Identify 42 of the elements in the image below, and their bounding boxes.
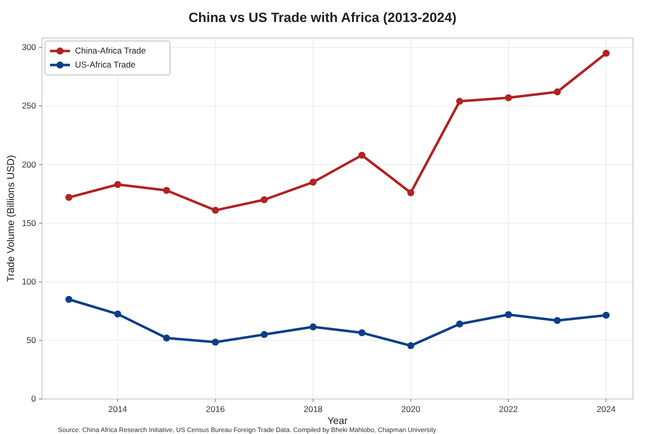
point: [310, 323, 317, 330]
x-tick-label: 2022: [498, 404, 518, 414]
y-tick-label: 200: [22, 159, 36, 170]
x-tick-label: 2014: [108, 404, 128, 414]
point: [358, 152, 366, 159]
point: [212, 206, 219, 214]
point: [456, 98, 464, 105]
point: [114, 181, 122, 188]
point: [504, 311, 512, 318]
legend-label: China-Africa Trade: [75, 46, 146, 56]
x-tick-label: 2020: [401, 404, 420, 414]
legend-label: US-Africa Trade: [75, 60, 136, 70]
y-axis-title: Trade Volume (Billions USD): [6, 155, 17, 282]
x-tick-label: 2024: [596, 404, 616, 414]
point: [407, 342, 414, 350]
x-tick-label: 2016: [206, 404, 226, 414]
point: [602, 312, 610, 319]
point: [358, 329, 366, 336]
point: [310, 178, 317, 186]
point: [114, 310, 122, 318]
point: [260, 196, 268, 204]
point: [602, 50, 610, 57]
y-tick-label: 50: [26, 335, 36, 346]
point: [456, 320, 464, 328]
point: [554, 316, 561, 324]
y-tick-label: 250: [22, 100, 36, 111]
point: [163, 334, 170, 342]
chart-title: China vs US Trade with Africa (2013-2024): [188, 10, 457, 25]
y-tick-label: 100: [22, 276, 36, 287]
point: [65, 296, 72, 303]
point: [504, 94, 512, 102]
x-axis-title: Year: [327, 416, 348, 427]
point: [163, 186, 170, 194]
y-tick-label: 150: [22, 218, 36, 228]
point: [407, 189, 414, 196]
point: [260, 331, 268, 338]
point: [65, 194, 72, 201]
x-tick-label: 2018: [304, 404, 323, 414]
point: [554, 88, 561, 96]
y-tick-label: 300: [22, 42, 36, 52]
y-tick-label: 0: [31, 394, 36, 404]
point: [212, 338, 219, 346]
